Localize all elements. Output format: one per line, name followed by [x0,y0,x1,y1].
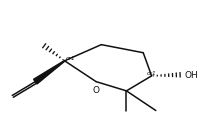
Text: or1: or1 [66,56,75,61]
Polygon shape [34,60,65,84]
Text: OH: OH [184,71,198,80]
Text: O: O [93,86,100,95]
Text: or1: or1 [146,71,156,76]
